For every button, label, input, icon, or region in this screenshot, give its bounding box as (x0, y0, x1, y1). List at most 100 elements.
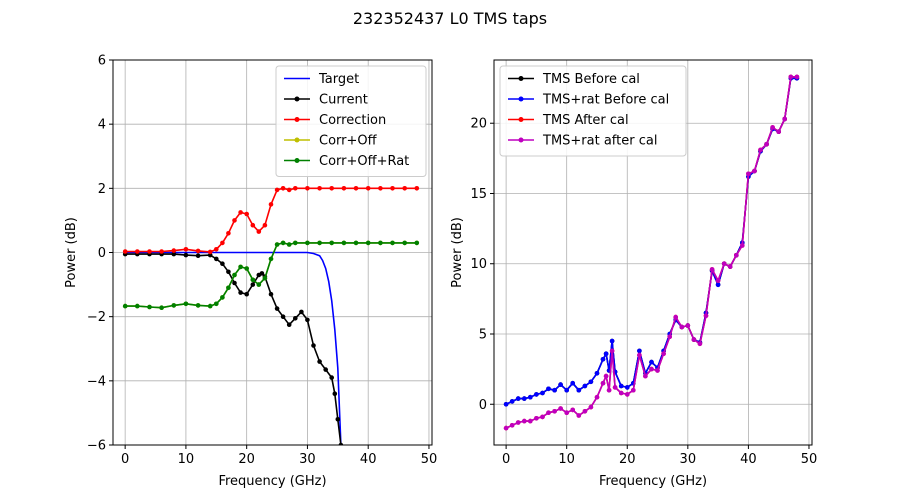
x-tick-label: 40 (360, 452, 377, 467)
data-point-tms-rat-before-cal (503, 402, 509, 407)
data-point-current (207, 252, 213, 258)
data-point-current (311, 343, 316, 348)
y-tick-label: 4 (98, 118, 106, 133)
data-point-tms-rat-before-cal (594, 371, 600, 376)
data-point-corr-off-rat (274, 242, 280, 247)
data-point-tms-rat-after-cal (643, 373, 648, 379)
data-point-tms-rat-after-cal (661, 351, 666, 357)
x-tick-label: 20 (238, 452, 255, 467)
legend-marker-tms-after-cal (518, 117, 524, 122)
data-point-tms-rat-before-cal (576, 387, 582, 393)
data-point-correction (293, 186, 298, 191)
data-point-tms-rat-after-cal (631, 387, 636, 393)
data-point-correction (414, 186, 420, 191)
x-tick-label: 20 (619, 452, 636, 467)
data-point-tms-rat-before-cal (625, 385, 630, 390)
data-point-corr-off-rat (353, 240, 359, 246)
data-point-tms-rat-after-cal (612, 385, 618, 390)
data-point-correction (250, 222, 256, 228)
data-point-tms-rat-after-cal (758, 147, 763, 153)
y-tick-label: 6 (98, 54, 106, 69)
data-point-tms-rat-before-cal (509, 399, 515, 404)
data-point-current (214, 256, 219, 262)
data-point-corr-off-rat (293, 240, 298, 246)
data-point-corr-off-rat (305, 240, 310, 246)
data-point-corr-off-rat (414, 240, 420, 246)
data-point-current (250, 282, 256, 287)
right-chart: 0 10 20 30 40 50 0 5 10 15 20 Frequency (GHz) Power … (450, 59, 818, 489)
data-point-tms-rat-before-cal (582, 383, 588, 389)
data-point-current (183, 252, 189, 258)
data-point-current (280, 314, 286, 320)
data-point-corr-off-rat (286, 242, 292, 247)
data-point-tms-rat-after-cal (564, 410, 569, 416)
y-tick-label: 20 (470, 117, 487, 132)
x-tick-label: 30 (299, 452, 316, 467)
data-point-corr-off-rat (183, 301, 189, 307)
data-point-current (305, 317, 310, 323)
data-point-tms-rat-before-cal (609, 338, 615, 344)
data-point-tms-rat-after-cal (522, 418, 527, 424)
data-point-current (232, 280, 237, 286)
data-point-current (335, 417, 341, 422)
legend-marker-tms-rat-after-cal (518, 137, 524, 143)
data-point-current (317, 359, 322, 364)
y-tick-label: 5 (479, 327, 487, 342)
legend-marker-correction (294, 117, 300, 122)
data-point-tms-rat-after-cal (528, 418, 533, 424)
legend-label: Current (319, 93, 368, 108)
data-point-tms-rat-before-cal (588, 379, 594, 385)
data-point-correction (365, 186, 371, 191)
data-point-correction (341, 186, 347, 191)
data-point-tms-rat-before-cal (540, 390, 545, 396)
data-point-correction (226, 231, 231, 236)
data-point-tms-rat-before-cal (558, 382, 563, 387)
data-point-tms-rat-before-cal (528, 394, 533, 400)
data-point-tms-rat-after-cal (746, 171, 751, 177)
data-point-tms-rat-before-cal (649, 359, 654, 365)
data-point-tms-rat-after-cal (603, 373, 609, 379)
legend-label: TMS+rat after cal (542, 134, 657, 149)
data-point-correction (232, 218, 237, 223)
data-point-correction (305, 186, 310, 191)
data-point-tms-rat-after-cal (721, 261, 727, 267)
data-point-current (220, 261, 225, 267)
x-axis-label: Frequency (GHz) (599, 474, 707, 489)
legend-label: Corr+Off (319, 134, 378, 149)
series-layer (122, 186, 420, 445)
data-point-current (299, 309, 304, 315)
data-point-correction (329, 186, 335, 191)
y-tick-label: 15 (470, 187, 487, 202)
legend-label: TMS After cal (542, 113, 629, 128)
data-point-current (195, 253, 201, 258)
data-point-corr-off-rat (317, 240, 322, 246)
data-point-current (323, 367, 329, 372)
data-point-correction (402, 186, 408, 191)
data-point-tms-rat-after-cal (679, 324, 685, 330)
data-point-current (293, 316, 298, 321)
data-point-correction (135, 249, 140, 254)
x-tick-label: 10 (558, 452, 575, 467)
data-point-corr-off-rat (171, 303, 177, 308)
y-axis-label: Power (dB) (64, 217, 79, 288)
data-point-corr-off-rat (214, 301, 219, 307)
data-point-correction (238, 210, 243, 215)
data-point-correction (274, 187, 280, 193)
data-point-correction (317, 186, 322, 191)
data-point-corr-off-rat (402, 240, 408, 246)
data-point-tms-rat-before-cal (522, 396, 527, 401)
data-point-tms-rat-before-cal (600, 357, 606, 362)
legend: TMS Before cal TMS+rat Before cal TMS Afte… (499, 65, 687, 157)
data-point-correction (244, 211, 249, 217)
data-point-corr-off-rat (238, 264, 243, 270)
data-point-correction (378, 186, 383, 191)
data-point-current (238, 290, 243, 295)
data-point-tms-rat-after-cal (558, 406, 563, 411)
x-tick-label: 50 (801, 452, 818, 467)
data-point-current (226, 269, 231, 275)
data-point-tms-rat-after-cal (673, 314, 678, 320)
data-point-corr-off-rat (232, 272, 237, 278)
data-point-corr-off-rat (268, 256, 274, 262)
data-point-corr-off-rat (147, 304, 152, 310)
data-point-correction (256, 229, 262, 234)
